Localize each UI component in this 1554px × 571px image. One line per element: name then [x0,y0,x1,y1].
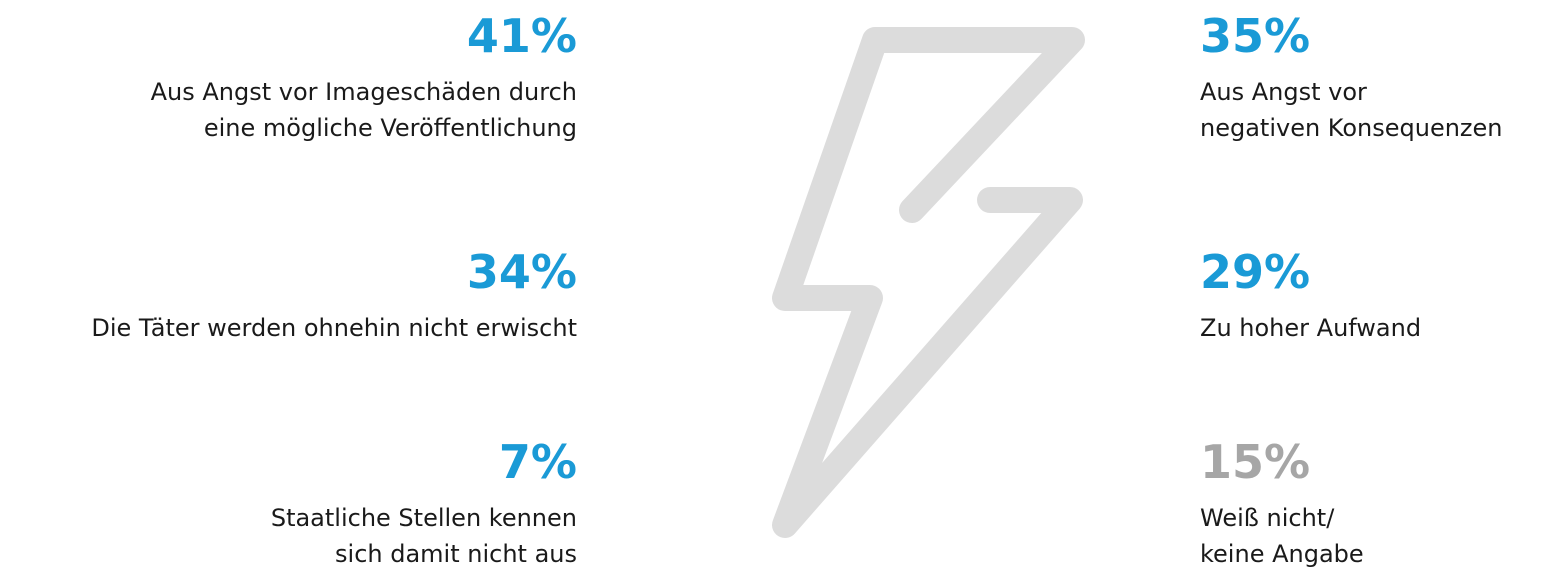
reason-label: Aus Angst vor [1200,78,1367,106]
reason-label: sich damit nicht aus [335,540,577,568]
reason-label: Die Täter werden ohnehin nicht erwischt [91,314,577,342]
reason-label: eine mögliche Veröffentlichung [204,114,577,142]
reason-label: Aus Angst vor Imageschäden durch [151,78,577,106]
reason-label: negativen Konsequenzen [1200,114,1503,142]
reason-label: keine Angabe [1200,540,1364,568]
reason-label: Zu hoher Aufwand [1200,314,1421,342]
reason-label: Staatliche Stellen kennen [271,504,577,532]
lightning-bolt [772,27,1085,538]
reason-label: Weiß nicht/ [1200,504,1335,532]
percentage: 34% [467,245,577,299]
percentage: 7% [499,435,577,489]
percentage: 15% [1200,435,1310,489]
percentage: 29% [1200,245,1310,299]
percentage: 35% [1200,9,1310,63]
percentage: 41% [467,9,577,63]
